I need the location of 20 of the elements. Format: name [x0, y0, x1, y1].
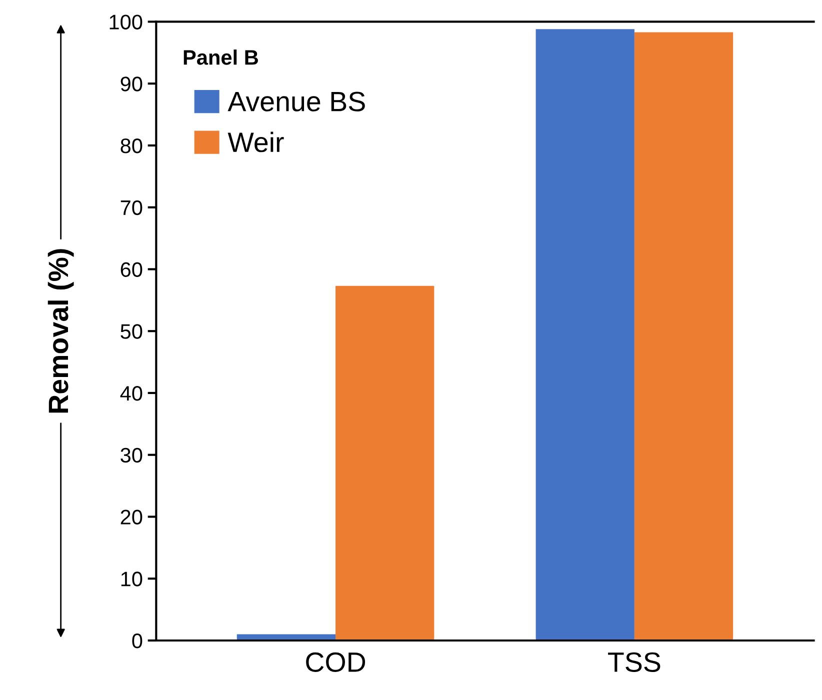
y-axis-title: Removal (%) — [48, 249, 74, 413]
y-tick-label: 10 — [121, 572, 142, 586]
y-tick-label: 90 — [120, 76, 142, 92]
y-tick-label: 20 — [120, 510, 142, 524]
y-tick-label: 60 — [120, 262, 142, 277]
y-tick-label: 80 — [120, 138, 142, 154]
bar — [536, 29, 634, 640]
y-tick-label: 30 — [120, 448, 142, 463]
y-tick-label: 0 — [132, 634, 142, 648]
y-tick-label: 70 — [120, 200, 142, 216]
y-tick-label: 50 — [120, 324, 142, 339]
legend-label: Avenue BS — [228, 92, 365, 112]
bar — [634, 32, 734, 640]
y-tick-label: 100 — [110, 14, 142, 30]
legend-label: Weir — [228, 132, 284, 152]
x-tick-label: TSS — [608, 652, 660, 672]
y-tick-label: 40 — [120, 386, 142, 401]
x-tick-label: COD — [306, 652, 366, 672]
bar — [336, 286, 434, 640]
annotation: Panel B — [184, 50, 258, 65]
